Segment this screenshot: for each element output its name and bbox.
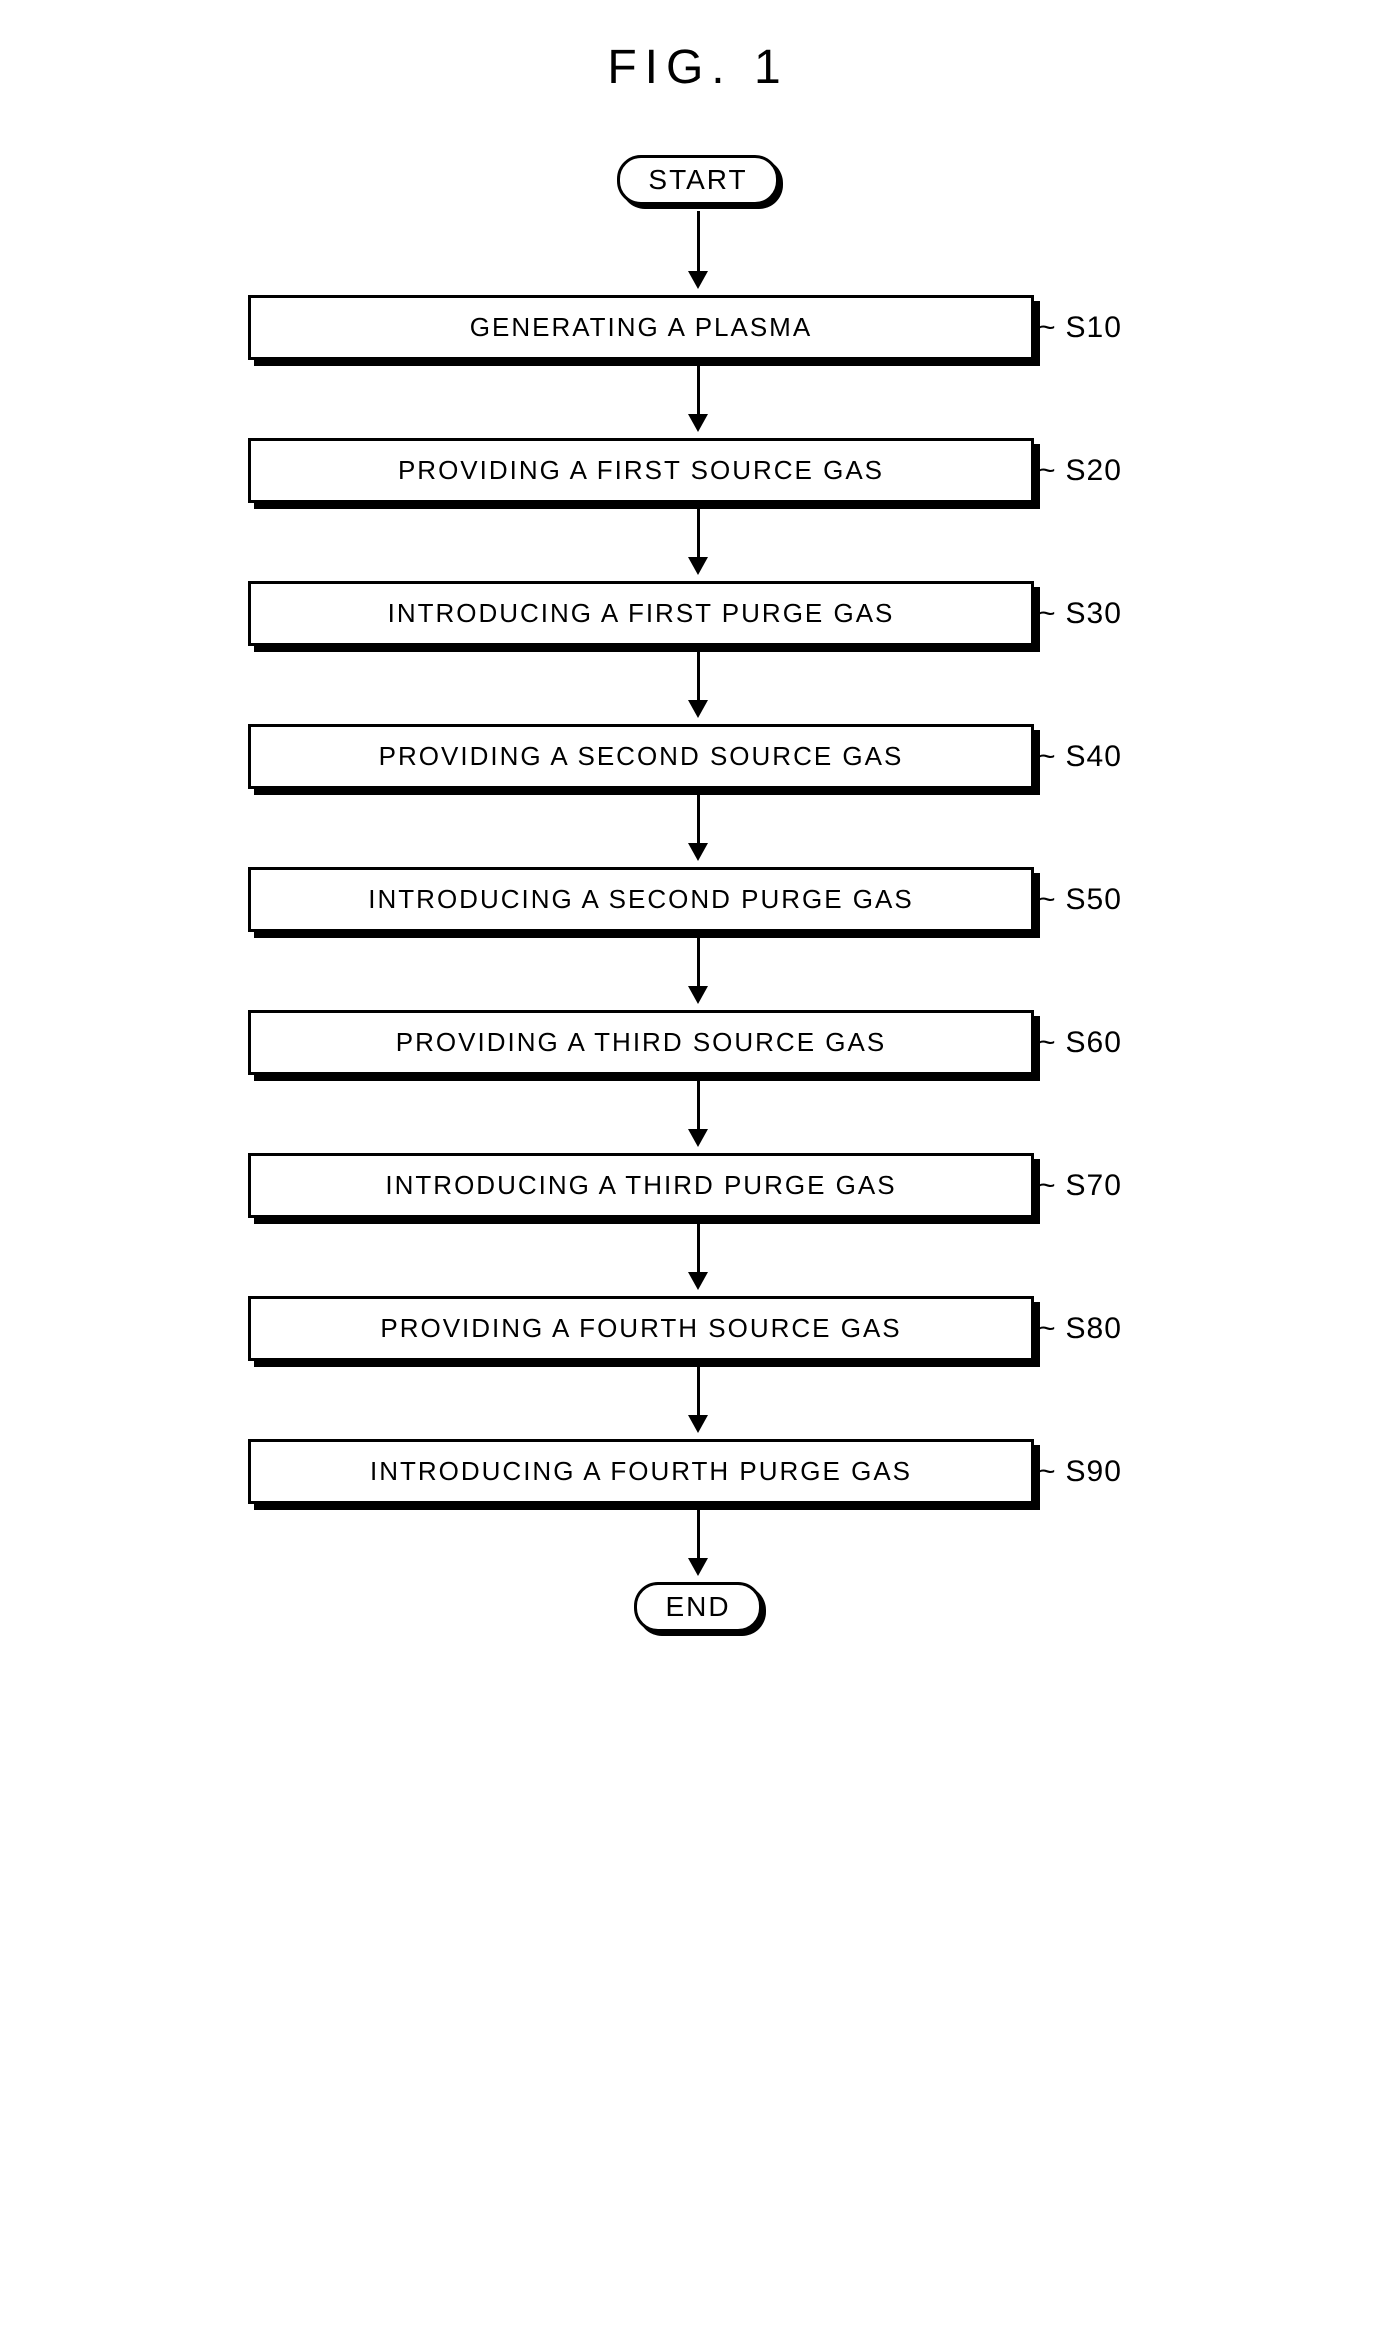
step-row: PROVIDING A FIRST SOURCE GAS~ S20 [248, 438, 1148, 503]
arrow-line [697, 795, 700, 843]
flow-arrow [688, 1081, 708, 1147]
connector-symbol: ~ [1038, 883, 1056, 917]
connector-symbol: ~ [1038, 454, 1056, 488]
step-row: INTRODUCING A FIRST PURGE GAS~ S30 [248, 581, 1148, 646]
arrow-head-icon [688, 1272, 708, 1290]
arrow-line [697, 509, 700, 557]
process-box: PROVIDING A THIRD SOURCE GAS [248, 1010, 1034, 1075]
flow-arrow [688, 509, 708, 575]
process-box: INTRODUCING A FIRST PURGE GAS [248, 581, 1034, 646]
step-label-wrap: ~ S20 [1018, 454, 1122, 488]
flow-arrow [688, 211, 708, 289]
step-label: S80 [1066, 1312, 1122, 1346]
connector-symbol: ~ [1038, 1455, 1056, 1489]
step-row: PROVIDING A THIRD SOURCE GAS~ S60 [248, 1010, 1148, 1075]
connector-symbol: ~ [1038, 740, 1056, 774]
figure-title: FIG. 1 [607, 40, 788, 95]
arrow-line [697, 366, 700, 414]
arrow-head-icon [688, 1415, 708, 1433]
flow-arrow [688, 1510, 708, 1576]
step-label: S20 [1066, 454, 1122, 488]
end-terminal: END [634, 1582, 761, 1632]
flow-arrow [688, 795, 708, 861]
arrow-head-icon [688, 700, 708, 718]
process-box: INTRODUCING A SECOND PURGE GAS [248, 867, 1034, 932]
step-row: PROVIDING A SECOND SOURCE GAS~ S40 [248, 724, 1148, 789]
arrow-line [697, 211, 700, 271]
step-row: INTRODUCING A THIRD PURGE GAS~ S70 [248, 1153, 1148, 1218]
step-label-wrap: ~ S50 [1018, 883, 1122, 917]
step-label: S50 [1066, 883, 1122, 917]
flowchart-container: STARTGENERATING A PLASMA~S10PROVIDING A … [248, 155, 1148, 1632]
arrow-line [697, 1367, 700, 1415]
step-row: PROVIDING A FOURTH SOURCE GAS~ S80 [248, 1296, 1148, 1361]
process-box: PROVIDING A FIRST SOURCE GAS [248, 438, 1034, 503]
flow-arrow [688, 366, 708, 432]
step-label: S60 [1066, 1026, 1122, 1060]
arrow-head-icon [688, 557, 708, 575]
step-label-wrap: ~ S10 [1018, 311, 1122, 345]
step-label: S30 [1066, 597, 1122, 631]
process-box: GENERATING A PLASMA [248, 295, 1034, 360]
process-box: INTRODUCING A FOURTH PURGE GAS [248, 1439, 1034, 1504]
arrow-head-icon [688, 414, 708, 432]
step-label-wrap: ~ S70 [1018, 1169, 1122, 1203]
arrow-head-icon [688, 1129, 708, 1147]
flow-arrow [688, 1224, 708, 1290]
arrow-line [697, 1510, 700, 1558]
arrow-line [697, 938, 700, 986]
process-box: PROVIDING A SECOND SOURCE GAS [248, 724, 1034, 789]
arrow-head-icon [688, 271, 708, 289]
step-row: GENERATING A PLASMA~ S10 [248, 295, 1148, 360]
connector-symbol: ~ [1038, 1169, 1056, 1203]
arrow-line [697, 1081, 700, 1129]
process-box: PROVIDING A FOURTH SOURCE GAS [248, 1296, 1034, 1361]
step-label: S70 [1066, 1169, 1122, 1203]
step-row: INTRODUCING A FOURTH PURGE GAS~ S90 [248, 1439, 1148, 1504]
connector-symbol: ~ [1038, 597, 1056, 631]
start-terminal: START [617, 155, 778, 205]
step-label-wrap: ~ S60 [1018, 1026, 1122, 1060]
step-label: S40 [1066, 740, 1122, 774]
arrow-head-icon [688, 843, 708, 861]
step-label-wrap: ~ S80 [1018, 1312, 1122, 1346]
arrow-line [697, 652, 700, 700]
step-row: INTRODUCING A SECOND PURGE GAS~ S50 [248, 867, 1148, 932]
step-label: S10 [1066, 311, 1122, 345]
connector-symbol: ~ [1038, 1026, 1056, 1060]
arrow-head-icon [688, 986, 708, 1004]
step-label-wrap: ~ S90 [1018, 1455, 1122, 1489]
flow-arrow [688, 938, 708, 1004]
process-box: INTRODUCING A THIRD PURGE GAS [248, 1153, 1034, 1218]
connector-symbol: ~ [1038, 1312, 1056, 1346]
step-label-wrap: ~ S30 [1018, 597, 1122, 631]
step-label-wrap: ~ S40 [1018, 740, 1122, 774]
flow-arrow [688, 652, 708, 718]
step-label: S90 [1066, 1455, 1122, 1489]
arrow-head-icon [688, 1558, 708, 1576]
connector-symbol: ~ [1038, 311, 1056, 345]
arrow-line [697, 1224, 700, 1272]
flow-arrow [688, 1367, 708, 1433]
